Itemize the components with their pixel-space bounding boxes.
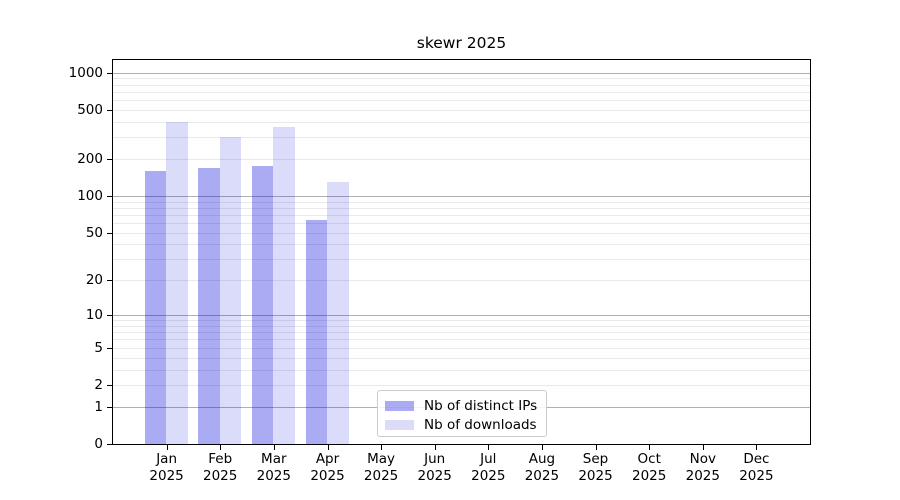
gridline-minor-700 [113, 91, 810, 93]
x-label-sep: Sep 2025 [578, 451, 613, 484]
legend-label-downloads: Nb of downloads [424, 416, 537, 433]
x-tick-mar [273, 445, 275, 450]
y-tick-20 [107, 280, 112, 282]
y-tick-100 [107, 195, 112, 197]
gridline-minor-200 [113, 158, 810, 160]
x-tick-jun [434, 445, 436, 450]
gridline-minor-7 [113, 332, 810, 334]
bar-downloads-mar [273, 126, 295, 444]
x-label-mar: Mar 2025 [256, 451, 291, 484]
gridline-minor-80 [113, 207, 810, 209]
x-tick-jul [488, 445, 490, 450]
bar-ips-apr [305, 220, 327, 444]
bar-ips-feb [198, 167, 220, 444]
x-tick-dec [756, 445, 758, 450]
y-tick-1000 [107, 72, 112, 74]
bar-downloads-jan [166, 121, 188, 444]
y-tick-10 [107, 315, 112, 317]
gridline-minor-5 [113, 347, 810, 349]
y-label-200: 200 [77, 150, 103, 167]
legend: Nb of distinct IPs Nb of downloads [377, 390, 547, 437]
bar-ips-jan [144, 170, 167, 444]
gridline-minor-6 [113, 339, 810, 341]
gridline-minor-8 [113, 325, 810, 327]
x-tick-aug [541, 445, 543, 450]
y-label-1: 1 [94, 398, 103, 415]
x-label-apr: Apr 2025 [310, 451, 345, 484]
y-label-5: 5 [94, 339, 103, 356]
x-label-dec: Dec 2025 [739, 451, 774, 484]
x-tick-may [381, 445, 383, 450]
x-label-aug: Aug 2025 [524, 451, 560, 484]
y-tick-200 [107, 158, 112, 160]
gridline-minor-60 [113, 223, 810, 224]
gridline-minor-20 [113, 280, 810, 282]
gridline-major-100 [113, 195, 810, 197]
legend-swatch-distinct-ips-icon [385, 400, 414, 411]
y-label-1000: 1000 [68, 64, 103, 81]
x-tick-nov [702, 445, 704, 450]
x-tick-apr [327, 445, 329, 450]
gridline-minor-600 [113, 100, 810, 101]
y-tick-500 [107, 109, 112, 111]
y-label-100: 100 [77, 187, 103, 204]
bar-downloads-apr [327, 181, 349, 444]
y-tick-2 [107, 384, 112, 386]
gridline-minor-90 [113, 201, 810, 203]
gridline-minor-70 [113, 214, 810, 216]
y-tick-50 [107, 232, 112, 234]
x-tick-feb [220, 445, 222, 450]
legend-label-distinct-ips: Nb of distinct IPs [424, 397, 538, 414]
y-label-500: 500 [77, 101, 103, 118]
gridline-minor-40 [113, 244, 810, 246]
gridline-minor-400 [113, 121, 810, 123]
bar-ips-mar [251, 166, 274, 444]
x-label-oct: Oct 2025 [632, 451, 667, 484]
x-tick-jan [166, 445, 168, 450]
gridline-minor-30 [113, 259, 810, 261]
y-label-20: 20 [85, 272, 103, 289]
legend-item-downloads: Nb of downloads [385, 415, 538, 434]
x-label-jun: Jun 2025 [417, 451, 452, 484]
gridline-minor-300 [113, 137, 810, 139]
y-tick-0 [107, 444, 112, 445]
gridline-minor-900 [113, 78, 810, 80]
x-tick-oct [649, 445, 651, 450]
gridline-minor-4 [113, 357, 810, 359]
x-label-jul: Jul 2025 [471, 451, 506, 484]
gridline-minor-2 [113, 384, 810, 386]
plot-area [112, 59, 811, 445]
bar-downloads-feb [219, 137, 242, 444]
gridline-minor-3 [113, 369, 810, 371]
x-tick-sep [595, 445, 597, 450]
y-label-50: 50 [85, 224, 103, 241]
gridline-minor-50 [113, 232, 810, 234]
y-tick-5 [107, 347, 112, 349]
gridline-minor-800 [113, 84, 810, 86]
gridline-minor-9 [113, 320, 810, 322]
gridline-major-10 [113, 315, 810, 317]
x-label-may: May 2025 [363, 451, 399, 484]
gridline-major-1000 [113, 72, 810, 74]
x-label-feb: Feb 2025 [203, 451, 238, 484]
y-tick-1 [107, 406, 112, 408]
x-label-nov: Nov 2025 [685, 451, 720, 484]
y-label-10: 10 [85, 307, 103, 324]
legend-swatch-downloads-icon [385, 419, 414, 430]
y-label-0: 0 [94, 436, 103, 452]
x-label-jan: Jan 2025 [149, 451, 184, 484]
y-label-2: 2 [94, 376, 103, 393]
chart-title: skewr 2025 [416, 34, 507, 52]
legend-item-distinct-ips: Nb of distinct IPs [385, 396, 538, 415]
gridline-minor-500 [113, 109, 810, 111]
